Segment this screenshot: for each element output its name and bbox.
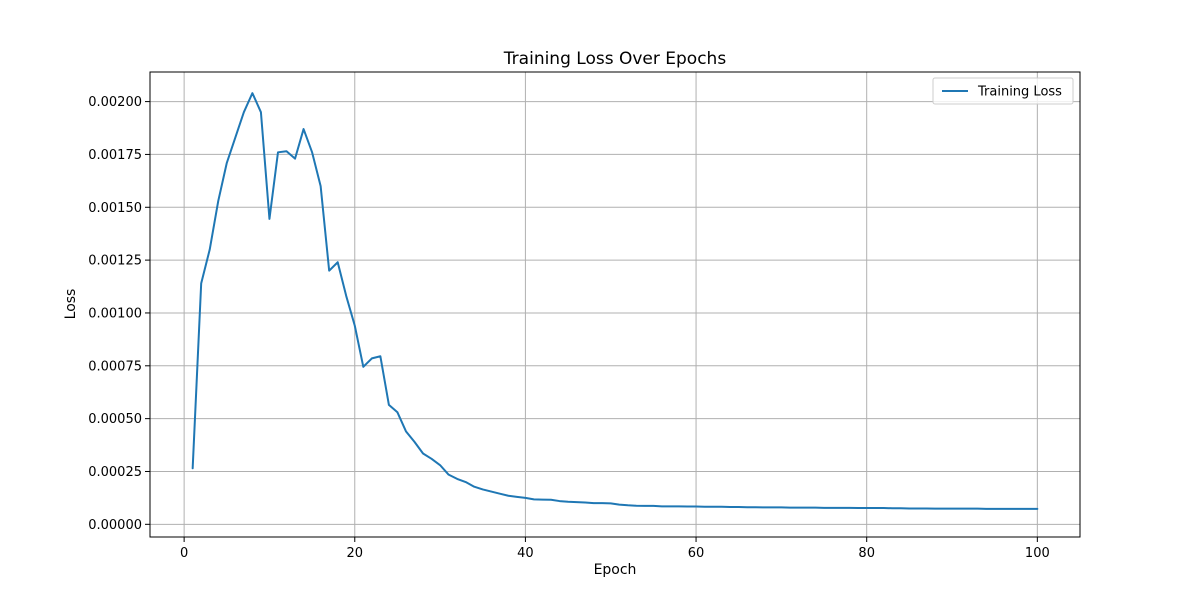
x-axis-ticks: 0 20 40 60 80 100 [180, 537, 1050, 561]
series-layer [191, 92, 1039, 510]
x-tick-label: 20 [346, 546, 363, 561]
y-tick-label: 0.00150 [88, 201, 142, 216]
y-tick-label: 0.00100 [88, 306, 142, 321]
y-tick-label: 0.00125 [88, 254, 142, 269]
x-tick-label: 100 [1025, 546, 1050, 561]
legend: Training Loss [932, 77, 1074, 105]
y-tick-label: 0.00175 [88, 148, 142, 163]
x-tick-label: 80 [858, 546, 875, 561]
plot-frame [149, 71, 1081, 538]
x-tick-label: 0 [180, 546, 188, 561]
x-tick-label: 60 [688, 546, 705, 561]
y-tick-label: 0.00050 [88, 412, 142, 427]
y-axis-label: Loss [63, 289, 79, 320]
y-tick-label: 0.00025 [88, 465, 142, 480]
legend-label: Training Loss [977, 85, 1062, 100]
grid-layer [150, 72, 1080, 537]
series-line-training-loss [191, 92, 1039, 510]
x-axis-label: Epoch [594, 562, 637, 578]
y-tick-label: 0.00000 [88, 518, 142, 533]
y-axis-ticks: 0.00000 0.00025 0.00050 0.00075 0.00100 0.001… [88, 95, 150, 533]
y-tick-label: 0.00075 [88, 359, 142, 374]
legend-box [932, 77, 1074, 105]
x-tick-label: 40 [517, 546, 534, 561]
y-tick-label: 0.00200 [88, 95, 142, 110]
chart-title: Training Loss Over Epochs [503, 49, 727, 69]
